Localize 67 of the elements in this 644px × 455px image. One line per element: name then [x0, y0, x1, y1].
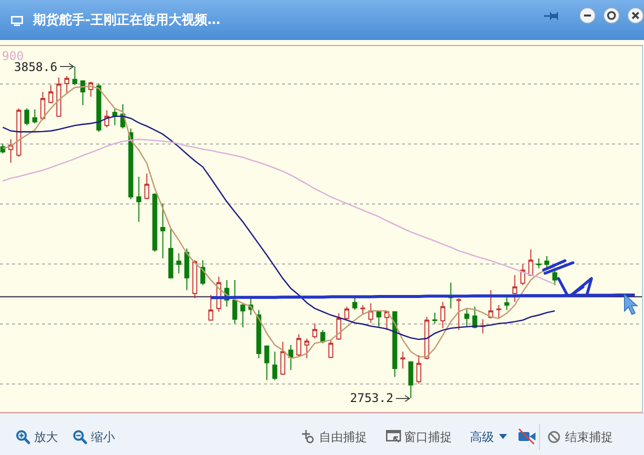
- candlestick: [400, 351, 406, 369]
- candlestick: [512, 274, 518, 302]
- candlestick: [552, 270, 558, 286]
- candlestick: [16, 108, 22, 158]
- candlestick: [152, 192, 158, 252]
- candlestick: [416, 354, 422, 384]
- candlestick: [440, 301, 446, 329]
- candlestick: [288, 344, 294, 370]
- candlestick: [208, 294, 214, 322]
- candlestick: [48, 84, 54, 104]
- text: 900: [2, 49, 24, 63]
- candlestick: [56, 77, 62, 118]
- candlestick: [536, 258, 542, 269]
- annotation: 2753.2: [350, 391, 394, 405]
- candlestick: [504, 296, 510, 310]
- candlestick: [72, 66, 78, 86]
- candlestick: [256, 309, 262, 359]
- candlestick: [128, 128, 134, 200]
- candlestick: [408, 361, 414, 399]
- candlestick: [232, 279, 238, 324]
- candlestick: [488, 290, 494, 319]
- annotation: 3858.6: [14, 60, 58, 74]
- text: 结束捕捉: [565, 429, 613, 445]
- candlestick: [392, 311, 398, 378]
- candlestick: [472, 306, 478, 329]
- text: 窗口捕捉: [404, 429, 452, 445]
- candlestick: [168, 228, 174, 278]
- candlestick: [464, 308, 470, 327]
- candlestick: [496, 304, 502, 319]
- candlestick: [112, 108, 118, 126]
- candlestick: [272, 351, 278, 381]
- candlestick: [320, 330, 326, 344]
- candlestick: [432, 312, 438, 324]
- candlestick: [520, 264, 526, 286]
- candlestick: [296, 334, 302, 358]
- candlestick: [24, 108, 30, 126]
- candlestick: [368, 302, 374, 324]
- candlestick: [240, 302, 246, 328]
- candlestick: [40, 91, 46, 121]
- candlestick: [32, 108, 38, 124]
- candlestick: [264, 345, 270, 381]
- chart-title: 期货舵手-王刚正在使用大视频…: [33, 12, 220, 30]
- candlestick: [280, 341, 286, 376]
- candlestick: [136, 176, 142, 222]
- candlestick: [344, 306, 350, 321]
- text: 自由捕捉: [319, 429, 367, 445]
- candlestick: [352, 296, 358, 310]
- candlestick: [528, 248, 534, 277]
- candlestick: [336, 312, 342, 340]
- text: 高级: [470, 429, 494, 445]
- candlestick: [176, 252, 182, 274]
- candlestick: [184, 248, 190, 291]
- text: 放大: [34, 429, 58, 445]
- candlestick: [360, 304, 366, 316]
- candlestick: [376, 310, 382, 328]
- candlestick: [456, 298, 462, 331]
- text: 缩小: [91, 429, 115, 445]
- candlestick: [192, 260, 198, 299]
- candlestick: [312, 322, 318, 339]
- candlestick: [304, 338, 310, 359]
- candlestick: [328, 338, 334, 359]
- candlestick: [160, 202, 166, 259]
- candlestick: [96, 83, 102, 132]
- candlestick: [80, 80, 86, 106]
- candlestick: [144, 173, 150, 200]
- candlestick: [424, 316, 430, 360]
- candlestick: [64, 76, 70, 94]
